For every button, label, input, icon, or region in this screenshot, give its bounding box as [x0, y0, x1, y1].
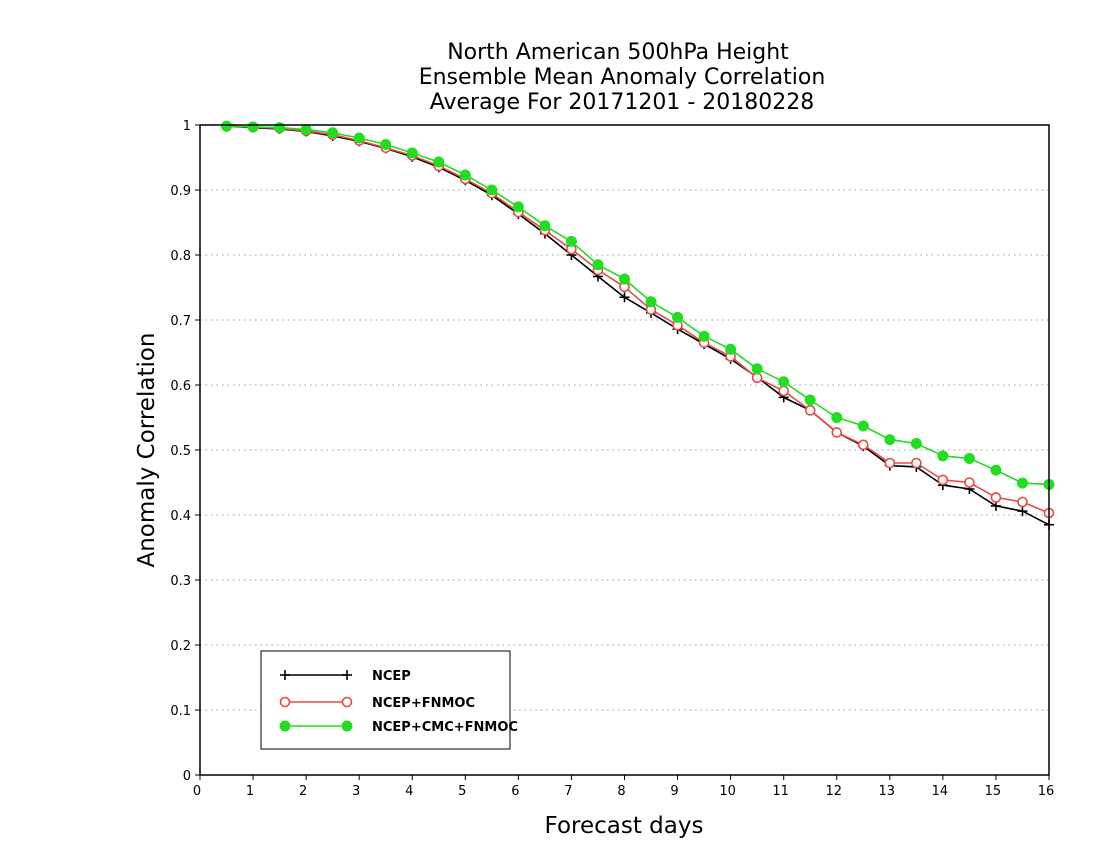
data-point-ncep-fnmoc [911, 457, 922, 469]
x-tick-label: 4 [405, 784, 413, 799]
series-ncep [221, 121, 1054, 530]
data-point-ncep-cmc-fnmoc [990, 464, 1002, 476]
data-point-ncep-cmc-fnmoc [804, 394, 816, 406]
x-tick-label: 16 [1038, 784, 1055, 799]
y-tick-label: 0 [183, 769, 191, 784]
y-tick-label: 0.9 [170, 184, 191, 199]
data-point-ncep-cmc-fnmoc [274, 122, 286, 134]
data-point-ncep-cmc-fnmoc [565, 235, 577, 247]
data-point-ncep-cmc-fnmoc [327, 127, 339, 139]
legend-marker [341, 696, 353, 708]
legend-marker [341, 720, 353, 732]
x-tick-label: 12 [825, 784, 842, 799]
series-group [221, 120, 1055, 530]
data-point-ncep-cmc-fnmoc [831, 412, 843, 423]
x-tick-label: 10 [719, 784, 736, 799]
x-tick-label: 13 [879, 784, 896, 799]
data-point-ncep-cmc-fnmoc [857, 420, 869, 432]
x-tick-label: 5 [458, 784, 466, 799]
x-tick-label: 0 [193, 784, 201, 799]
data-point-ncep-cmc-fnmoc [300, 124, 312, 136]
x-tick-label: 8 [617, 784, 625, 799]
data-point-ncep [1017, 506, 1028, 517]
axis-ticks: 00.10.20.30.40.50.60.70.80.910 1 2 3 4 5 6 7 8 9 1… [170, 119, 1054, 799]
legend-label: NCEP+CMC+FNMOC [372, 720, 518, 735]
data-point-ncep-cmc-fnmoc [539, 220, 551, 232]
plot-frame [199, 124, 1050, 776]
data-point-ncep-fnmoc [990, 492, 1002, 503]
legend-marker [280, 670, 290, 680]
data-point-ncep-cmc-fnmoc [619, 273, 630, 285]
x-tick-label: 3 [352, 784, 360, 799]
chart-title-line-1: North American 500hPa Height [447, 40, 789, 65]
legend-label: NCEP+FNMOC [372, 696, 475, 711]
data-point-ncep-cmc-fnmoc [380, 139, 392, 150]
x-tick-label: 7 [564, 784, 572, 799]
data-point-ncep-fnmoc [964, 477, 975, 488]
data-point-ncep-fnmoc [1017, 496, 1028, 508]
data-point-ncep-fnmoc [884, 457, 896, 469]
data-point-ncep-cmc-fnmoc [645, 296, 657, 308]
data-point-ncep-fnmoc [778, 385, 789, 397]
data-point-ncep [619, 292, 630, 303]
y-tick-label: 0.3 [170, 574, 191, 589]
legend-item-ncep-cmc-fnmoc: NCEP+CMC+FNMOC [279, 720, 518, 735]
legend: NCEP NCEP+FNMOC NCEP+CMC+FNMOC [260, 650, 518, 750]
y-tick-label: 0.1 [170, 704, 191, 719]
series-ncep-fnmoc [221, 121, 1055, 519]
data-point-ncep-fnmoc [937, 474, 949, 486]
legend-marker [279, 696, 291, 708]
data-point-ncep-cmc-fnmoc [910, 438, 922, 449]
data-point-ncep-cmc-fnmoc [486, 184, 498, 196]
data-point-ncep-cmc-fnmoc [751, 363, 763, 375]
data-point-ncep-cmc-fnmoc [672, 311, 684, 323]
data-point-ncep-cmc-fnmoc [778, 376, 790, 388]
data-point-ncep-cmc-fnmoc [406, 147, 418, 159]
x-tick-label: 15 [985, 784, 1002, 799]
legend-box [260, 650, 511, 750]
data-point-ncep-cmc-fnmoc [459, 169, 471, 181]
x-tick-label: 14 [932, 784, 949, 799]
data-point-ncep-cmc-fnmoc [963, 452, 975, 464]
data-point-ncep-cmc-fnmoc [1016, 477, 1028, 489]
data-point-ncep-fnmoc [831, 427, 843, 438]
y-axis-title: Anomaly Correlation [134, 332, 160, 567]
y-tick-label: 1 [183, 119, 191, 134]
data-point-ncep-fnmoc [857, 439, 869, 451]
legend-item-ncep: NCEP [280, 669, 411, 684]
chart-title-line-3: Average For 20171201 - 20180228 [430, 90, 815, 115]
data-point-ncep-cmc-fnmoc [698, 330, 710, 342]
y-tick-label: 0.7 [170, 314, 191, 329]
data-point-ncep-cmc-fnmoc [884, 434, 896, 446]
series-line-ncep [226, 125, 1050, 526]
data-point-ncep-cmc-fnmoc [725, 343, 737, 355]
x-tick-label: 9 [670, 784, 678, 799]
x-axis-title: Forecast days [545, 813, 704, 839]
legend-label: NCEP [372, 669, 411, 684]
y-tick-label: 0.8 [170, 249, 191, 264]
x-tick-label: 11 [772, 784, 789, 799]
data-point-ncep-cmc-fnmoc [433, 156, 445, 168]
gridlines [200, 124, 1049, 711]
data-point-ncep-fnmoc [751, 372, 763, 384]
data-point-ncep-fnmoc [804, 405, 816, 416]
y-tick-label: 0.4 [170, 509, 191, 524]
data-point-ncep-cmc-fnmoc [592, 259, 604, 271]
legend-marker [279, 720, 291, 732]
data-point-ncep-cmc-fnmoc [937, 450, 949, 462]
x-tick-label: 6 [511, 784, 519, 799]
data-point-ncep-cmc-fnmoc [247, 121, 259, 133]
legend-item-ncep-fnmoc: NCEP+FNMOC [279, 696, 475, 711]
x-tick-label: 2 [299, 784, 307, 799]
x-tick-label: 1 [246, 784, 254, 799]
y-tick-label: 0.5 [170, 444, 191, 459]
chart-title-line-2: Ensemble Mean Anomaly Correlation [419, 65, 826, 90]
y-tick-label: 0.6 [170, 379, 191, 394]
data-point-ncep-cmc-fnmoc [221, 120, 233, 132]
data-point-ncep-cmc-fnmoc [512, 201, 524, 213]
legend-marker [342, 670, 352, 680]
y-tick-label: 0.2 [170, 639, 191, 654]
data-point-ncep-cmc-fnmoc [353, 132, 365, 144]
